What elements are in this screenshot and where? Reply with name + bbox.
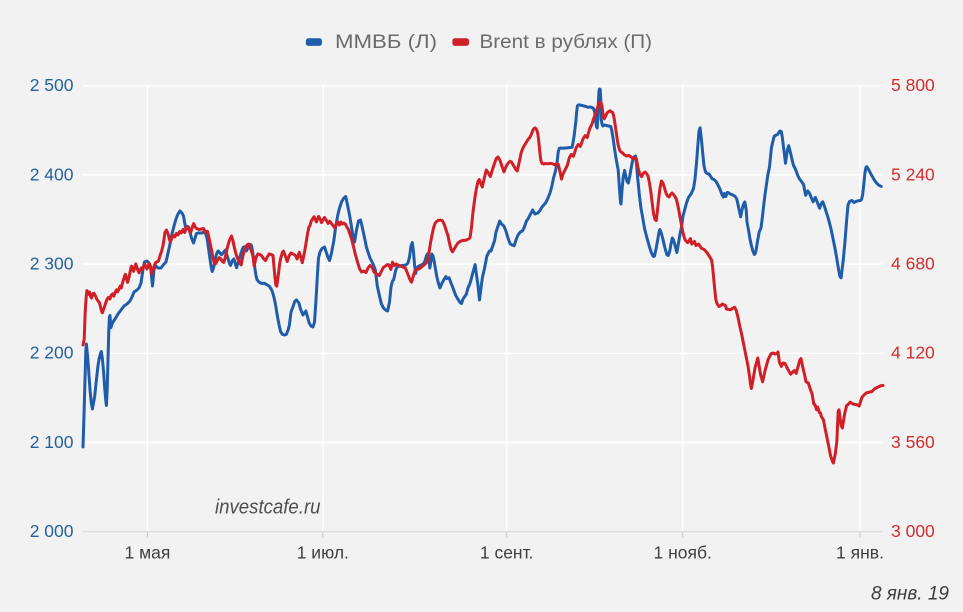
- svg-text:5 800: 5 800: [891, 75, 935, 95]
- svg-text:4 120: 4 120: [891, 343, 935, 363]
- svg-text:2 100: 2 100: [30, 432, 74, 452]
- svg-text:ММВБ (Л): ММВБ (Л): [335, 32, 437, 53]
- svg-text:2 500: 2 500: [30, 75, 74, 95]
- svg-text:1 сент.: 1 сент.: [480, 543, 534, 563]
- svg-text:2 400: 2 400: [30, 164, 74, 184]
- svg-text:1 нояб.: 1 нояб.: [654, 543, 712, 563]
- svg-text:2 300: 2 300: [30, 254, 74, 274]
- svg-text:1 июл.: 1 июл.: [297, 543, 349, 563]
- svg-text:2 200: 2 200: [30, 343, 74, 363]
- svg-text:5 240: 5 240: [891, 164, 935, 184]
- svg-text:2 000: 2 000: [30, 521, 74, 541]
- svg-text:4 680: 4 680: [891, 254, 935, 274]
- svg-text:Brent в рублях (П): Brent в рублях (П): [480, 32, 653, 53]
- svg-text:3 560: 3 560: [891, 432, 935, 452]
- svg-text:1 янв.: 1 янв.: [836, 543, 884, 563]
- svg-text:8 янв. 19: 8 янв. 19: [871, 584, 949, 605]
- svg-text:1 мая: 1 мая: [124, 543, 170, 563]
- svg-text:3 000: 3 000: [891, 521, 935, 541]
- svg-text:investcafe.ru: investcafe.ru: [215, 497, 321, 519]
